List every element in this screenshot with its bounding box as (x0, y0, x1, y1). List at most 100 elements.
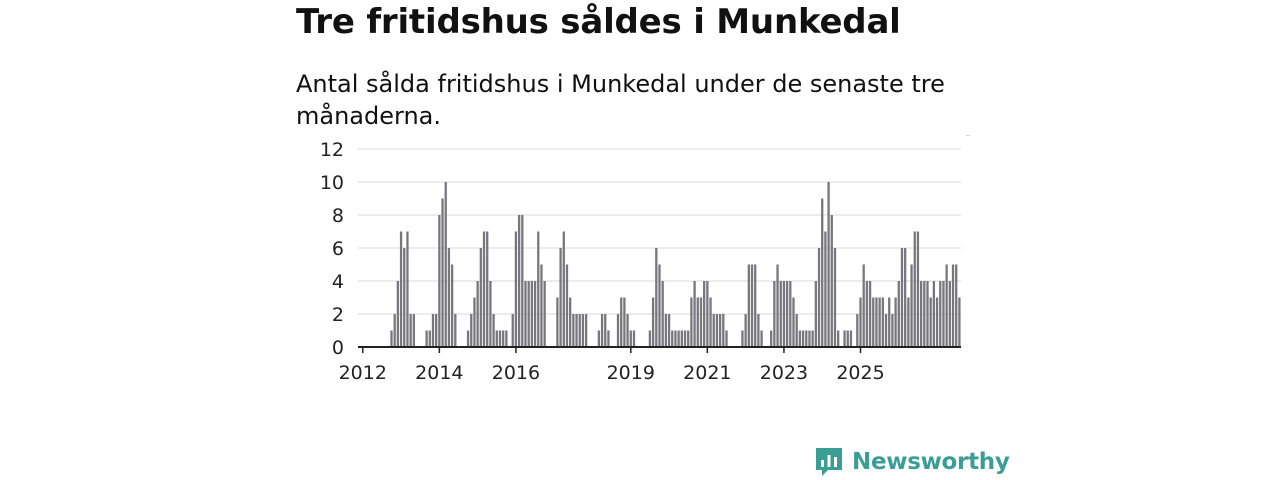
bar (616, 314, 620, 347)
chart-subtitle: Antal sålda fritidshus i Munkedal under … (296, 70, 945, 130)
bar (821, 198, 824, 347)
bar (486, 231, 489, 347)
bar (932, 281, 936, 347)
bar (431, 314, 435, 347)
bar (789, 281, 792, 347)
bar (428, 330, 431, 347)
bar (744, 314, 747, 347)
bar (817, 248, 821, 347)
bar (942, 281, 945, 347)
bar (945, 264, 948, 347)
bar (878, 297, 881, 347)
bar (715, 314, 719, 347)
bar (754, 264, 757, 347)
y-tick-label: 10 (320, 172, 344, 194)
bar (843, 330, 846, 347)
bar (537, 231, 540, 347)
bar (664, 314, 668, 347)
x-tick-label: 2025 (836, 362, 884, 384)
bar (741, 330, 744, 347)
bar (958, 297, 961, 347)
bar (703, 281, 706, 347)
bar (620, 297, 623, 347)
bar (559, 248, 562, 347)
bar (827, 182, 830, 347)
bar (862, 264, 865, 347)
bar (671, 330, 674, 347)
x-tick-label: 2019 (607, 362, 655, 384)
bar (399, 231, 403, 347)
bar (450, 264, 454, 347)
bar (872, 297, 875, 347)
bar (575, 314, 578, 347)
bar (680, 330, 683, 347)
bar (881, 297, 884, 347)
bar (658, 264, 661, 347)
bar (677, 330, 680, 347)
bar (632, 330, 636, 347)
bar (556, 297, 559, 347)
bar (661, 281, 664, 347)
chart-title: Tre fritidshus såldes i Munkedal (296, 2, 901, 42)
bar (406, 231, 409, 347)
bar (757, 314, 760, 347)
y-tick-label: 4 (332, 271, 344, 293)
bar (760, 330, 763, 347)
bar (502, 330, 505, 347)
bar (830, 215, 833, 347)
bar (498, 330, 502, 347)
bar (648, 330, 652, 347)
bar (565, 264, 569, 347)
bar (604, 314, 607, 347)
bar (533, 281, 537, 347)
bar (447, 248, 451, 347)
bar (607, 330, 610, 347)
x-tick-label: 2021 (683, 362, 731, 384)
bar (955, 264, 958, 347)
bar (482, 231, 486, 347)
bar (859, 297, 862, 347)
x-tick-label: 2023 (760, 362, 808, 384)
bar (916, 231, 920, 347)
bar (412, 314, 415, 347)
bar (473, 297, 476, 347)
bar (706, 281, 709, 347)
bar (540, 264, 543, 347)
bar (888, 297, 891, 347)
bar (629, 330, 632, 347)
bar (865, 281, 869, 347)
bar (923, 281, 926, 347)
y-tick-label: 12 (320, 139, 344, 161)
bar (725, 330, 728, 347)
bar (696, 297, 699, 347)
bar (521, 215, 524, 347)
bar (747, 264, 750, 347)
newsworthy-logo-icon (816, 448, 842, 476)
bar (425, 330, 428, 347)
bar (837, 330, 840, 347)
bar (584, 314, 588, 347)
bar (511, 314, 514, 347)
bar (623, 297, 626, 347)
bar (750, 264, 754, 347)
bar (409, 314, 412, 347)
bar (396, 281, 400, 347)
bar (801, 330, 805, 347)
bar (782, 281, 786, 347)
bar (470, 314, 473, 347)
bar (651, 297, 655, 347)
data-label: 3 (963, 135, 974, 140)
bar (476, 281, 479, 347)
x-tick-label: 2012 (339, 362, 387, 384)
bar (578, 314, 581, 347)
bar (805, 330, 808, 347)
bar (935, 297, 939, 347)
bar (919, 281, 923, 347)
bar (939, 281, 942, 347)
bar (884, 314, 888, 347)
bar (948, 281, 951, 347)
bar (808, 330, 811, 347)
bar (562, 231, 565, 347)
bar (597, 330, 601, 347)
bar (795, 314, 798, 347)
